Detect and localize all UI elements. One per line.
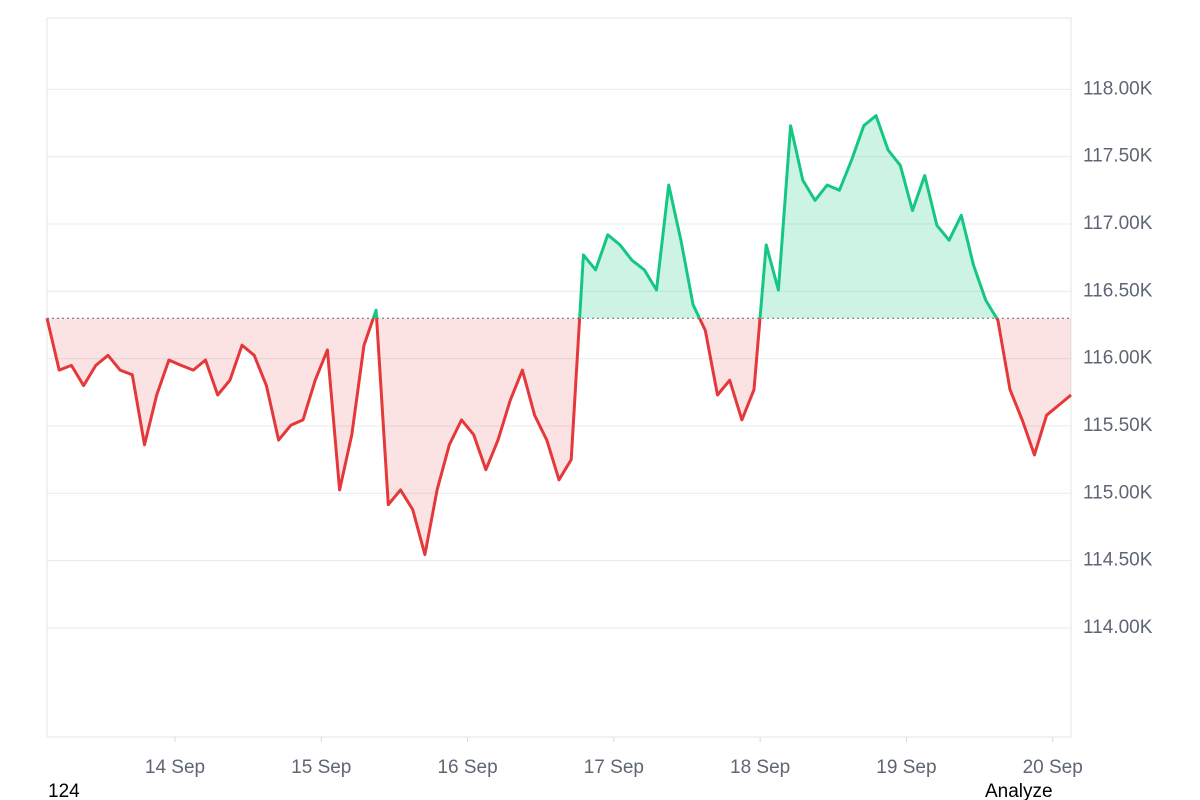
x-tick-label: 18 Sep — [730, 757, 790, 778]
x-tick-label: 16 Sep — [437, 757, 497, 778]
area-down — [47, 318, 1071, 555]
y-tick-label: 116.50K — [1083, 280, 1153, 301]
plot-frame — [46, 17, 1072, 738]
x-tick-label: 15 Sep — [291, 757, 351, 778]
y-tick-label: 117.50K — [1083, 146, 1153, 167]
x-tick-label: 20 Sep — [1023, 757, 1083, 778]
y-tick-label: 117.00K — [1083, 213, 1153, 234]
y-tick-label: 115.00K — [1083, 482, 1153, 503]
y-tick-label: 114.50K — [1083, 550, 1153, 571]
line-down — [45, 318, 1072, 557]
y-tick-label: 114.00K — [1083, 617, 1153, 638]
footer-right[interactable]: Analyze — [985, 781, 1053, 800]
line-up — [47, 114, 999, 319]
footer-left: 124 — [48, 781, 80, 800]
y-tick-label: 118.00K — [1083, 78, 1153, 99]
x-tick-label: 17 Sep — [584, 757, 644, 778]
area-up — [373, 115, 997, 319]
y-tick-label: 115.50K — [1083, 415, 1153, 436]
y-tick-label: 116.00K — [1083, 348, 1153, 369]
x-tick-label: 14 Sep — [145, 757, 205, 778]
x-tick-label: 19 Sep — [876, 757, 936, 778]
